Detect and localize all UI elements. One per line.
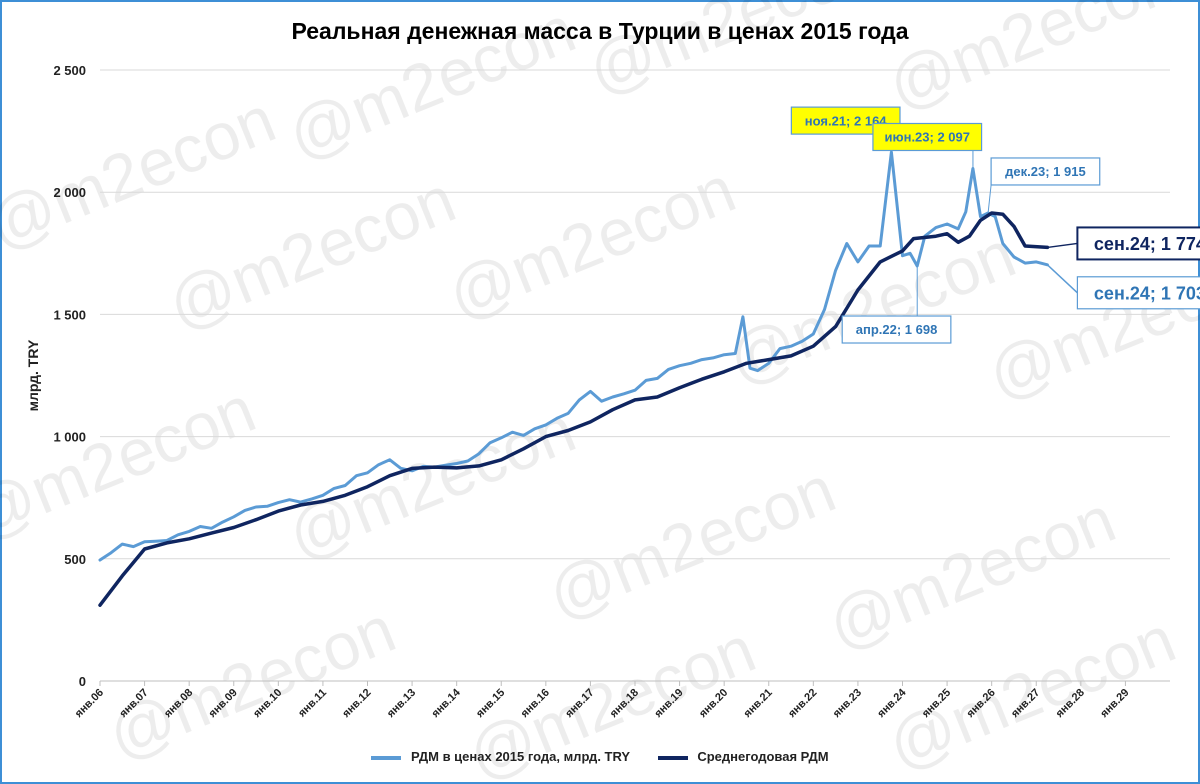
annotation-1: июн.23; 2 097 <box>872 122 983 169</box>
watermark-text: @m2econ <box>578 0 886 108</box>
y-tick-label: 500 <box>64 552 86 567</box>
annotation-layer: ноя.21; 2 164 июн.23; 2 097 дек.23; 1 915 а… <box>790 106 1200 344</box>
watermark-text: @m2econ <box>158 161 466 343</box>
annotation-leader <box>987 184 992 214</box>
watermark-text: @m2econ <box>878 0 1186 123</box>
watermark-text: @m2econ <box>718 216 1026 398</box>
y-tick-label: 2 500 <box>53 63 86 78</box>
x-tick-label: янв.22 <box>786 687 819 720</box>
x-tick-label: янв.13 <box>385 687 418 720</box>
legend-swatch-avg <box>657 755 688 760</box>
annotation-label: дек.23; 1 915 <box>1005 164 1086 179</box>
watermark-text: @m2econ <box>438 151 746 333</box>
series-layer <box>98 150 1050 607</box>
legend-label-rdm: РДМ в ценах 2015 года, млрд. TRY <box>411 749 631 765</box>
y-tick-label: 0 <box>79 674 86 689</box>
y-tick-label: 1 000 <box>53 430 86 445</box>
annotation-label: апр.22; 1 698 <box>856 322 938 337</box>
annotation-3: апр.22; 1 698 <box>841 266 952 344</box>
legend-item-rdm: РДМ в ценах 2015 года, млрд. TRY <box>371 749 630 764</box>
annotation-box <box>990 157 1101 186</box>
annotation-4: сен.24; 1 774 <box>1047 226 1200 261</box>
annotation-label: июн.23; 2 097 <box>885 130 971 145</box>
x-tick-label: янв.23 <box>831 687 864 720</box>
annotation-2: дек.23; 1 915 <box>987 157 1101 214</box>
watermark-text: @m2econ <box>98 591 406 773</box>
legend-swatch-rdm <box>371 755 402 760</box>
x-tick-label: янв.12 <box>340 687 373 720</box>
series-line-avg <box>98 211 1050 607</box>
x-tick-label: янв.21 <box>742 687 775 720</box>
grid-lines <box>100 69 1170 560</box>
watermark-text: @m2econ <box>278 391 586 573</box>
legend-label-avg: Среднегодовая РДМ <box>697 749 829 765</box>
annotation-leader <box>1047 242 1078 249</box>
annotation-box <box>1076 226 1200 261</box>
watermark-text: @m2econ <box>278 0 586 173</box>
annotation-label: сен.24; 1 774 <box>1094 234 1200 254</box>
legend-item-avg: Среднегодовая РДМ <box>657 749 829 765</box>
watermark-text: @m2econ <box>0 81 285 263</box>
annotation-5: сен.24; 1 703 <box>1046 264 1200 310</box>
annotation-label: ноя.21; 2 164 <box>805 113 888 128</box>
annotation-box <box>872 122 983 152</box>
legend: РДМ в ценах 2015 года, млрд. TRY Среднег… <box>0 748 1200 764</box>
annotation-leader <box>1046 264 1078 294</box>
annotation-label: сен.24; 1 703 <box>1094 283 1200 303</box>
annotation-box <box>1076 276 1200 310</box>
annotation-box <box>841 315 952 344</box>
chart-title: Реальная денежная масса в Турции в ценах… <box>291 18 909 44</box>
series-line-rdm <box>98 150 1049 562</box>
y-axis-label: млрд. TRY <box>25 339 41 411</box>
y-tick-label: 2 000 <box>53 185 86 200</box>
x-tick-label: янв.14 <box>429 686 463 720</box>
y-tick-label: 1 500 <box>53 307 86 322</box>
watermark-text: @m2econ <box>538 451 846 633</box>
